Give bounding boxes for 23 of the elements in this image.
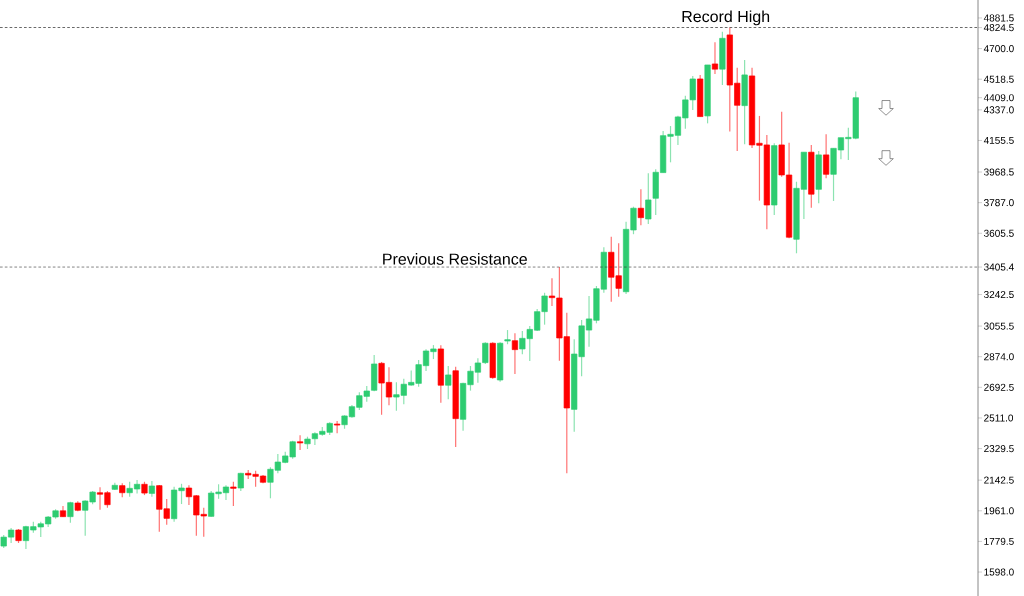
- y-tick-label: 3405.4: [983, 263, 1014, 271]
- y-tick-label: 3055.5: [983, 322, 1014, 330]
- y-tick-label: 3605.5: [983, 229, 1014, 237]
- ref-line-label: Previous Resistance: [383, 253, 527, 265]
- y-tick-label: 4155.5: [983, 136, 1014, 144]
- y-tick-label: 4518.5: [983, 75, 1014, 83]
- y-tick-label: 2874.0: [984, 353, 1014, 361]
- y-tick-label: 3968.5: [983, 168, 1014, 176]
- y-tick-label: 4824.5: [983, 24, 1014, 32]
- y-tick-label: 4337.0: [983, 106, 1014, 114]
- y-tick-label: 1779.5: [984, 537, 1014, 545]
- y-tick-label: 4881.5: [983, 14, 1014, 22]
- y-tick-label: 2692.5: [984, 383, 1014, 391]
- y-tick-label: 1598.0: [984, 568, 1014, 576]
- y-tick-label: 2142.5: [984, 476, 1014, 484]
- y-tick-label: 2511.0: [984, 414, 1014, 422]
- y-tick-label: 4700.0: [983, 45, 1014, 53]
- y-tick-label: 2329.5: [984, 445, 1014, 453]
- y-tick-label: 3242.5: [983, 290, 1014, 299]
- ref-line-label: Record High: [682, 10, 770, 26]
- y-tick-label: 3787.0: [983, 199, 1014, 207]
- y-tick-label: 4409.0: [983, 94, 1014, 102]
- y-tick-label: 1961.0: [984, 507, 1014, 515]
